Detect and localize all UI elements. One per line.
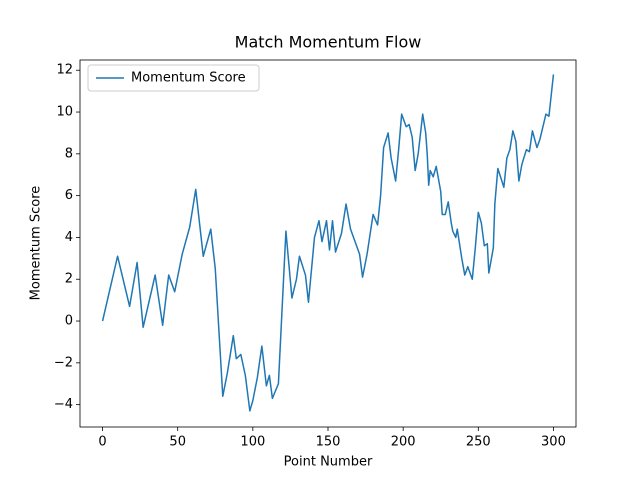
x-tick-label: 100 xyxy=(240,435,265,450)
legend-label: Momentum Score xyxy=(131,71,246,86)
data-line xyxy=(101,74,555,412)
x-tick-label: 0 xyxy=(98,435,106,450)
y-tick-label: −4 xyxy=(54,397,73,412)
y-tick-label: 12 xyxy=(56,63,73,78)
y-tick-label: 4 xyxy=(65,230,73,245)
y-tick-label: 6 xyxy=(65,188,73,203)
y-tick-label: 10 xyxy=(56,105,73,120)
y-tick-label: 2 xyxy=(65,272,73,287)
x-tick-label: 200 xyxy=(391,435,416,450)
x-tick-label: 150 xyxy=(316,435,341,450)
y-tick-label: 8 xyxy=(65,146,73,161)
x-tick-label: 50 xyxy=(169,435,186,450)
y-axis-label: Momentum Score xyxy=(29,186,44,301)
x-tick-label: 250 xyxy=(466,435,491,450)
y-tick-label: −2 xyxy=(54,355,73,370)
y-tick-label: 0 xyxy=(65,314,73,329)
plot-frame xyxy=(79,59,577,428)
x-axis-label: Point Number xyxy=(284,455,373,470)
chart-title: Match Momentum Flow xyxy=(235,33,422,52)
x-tick-label: 300 xyxy=(541,435,566,450)
legend-box xyxy=(87,64,260,92)
